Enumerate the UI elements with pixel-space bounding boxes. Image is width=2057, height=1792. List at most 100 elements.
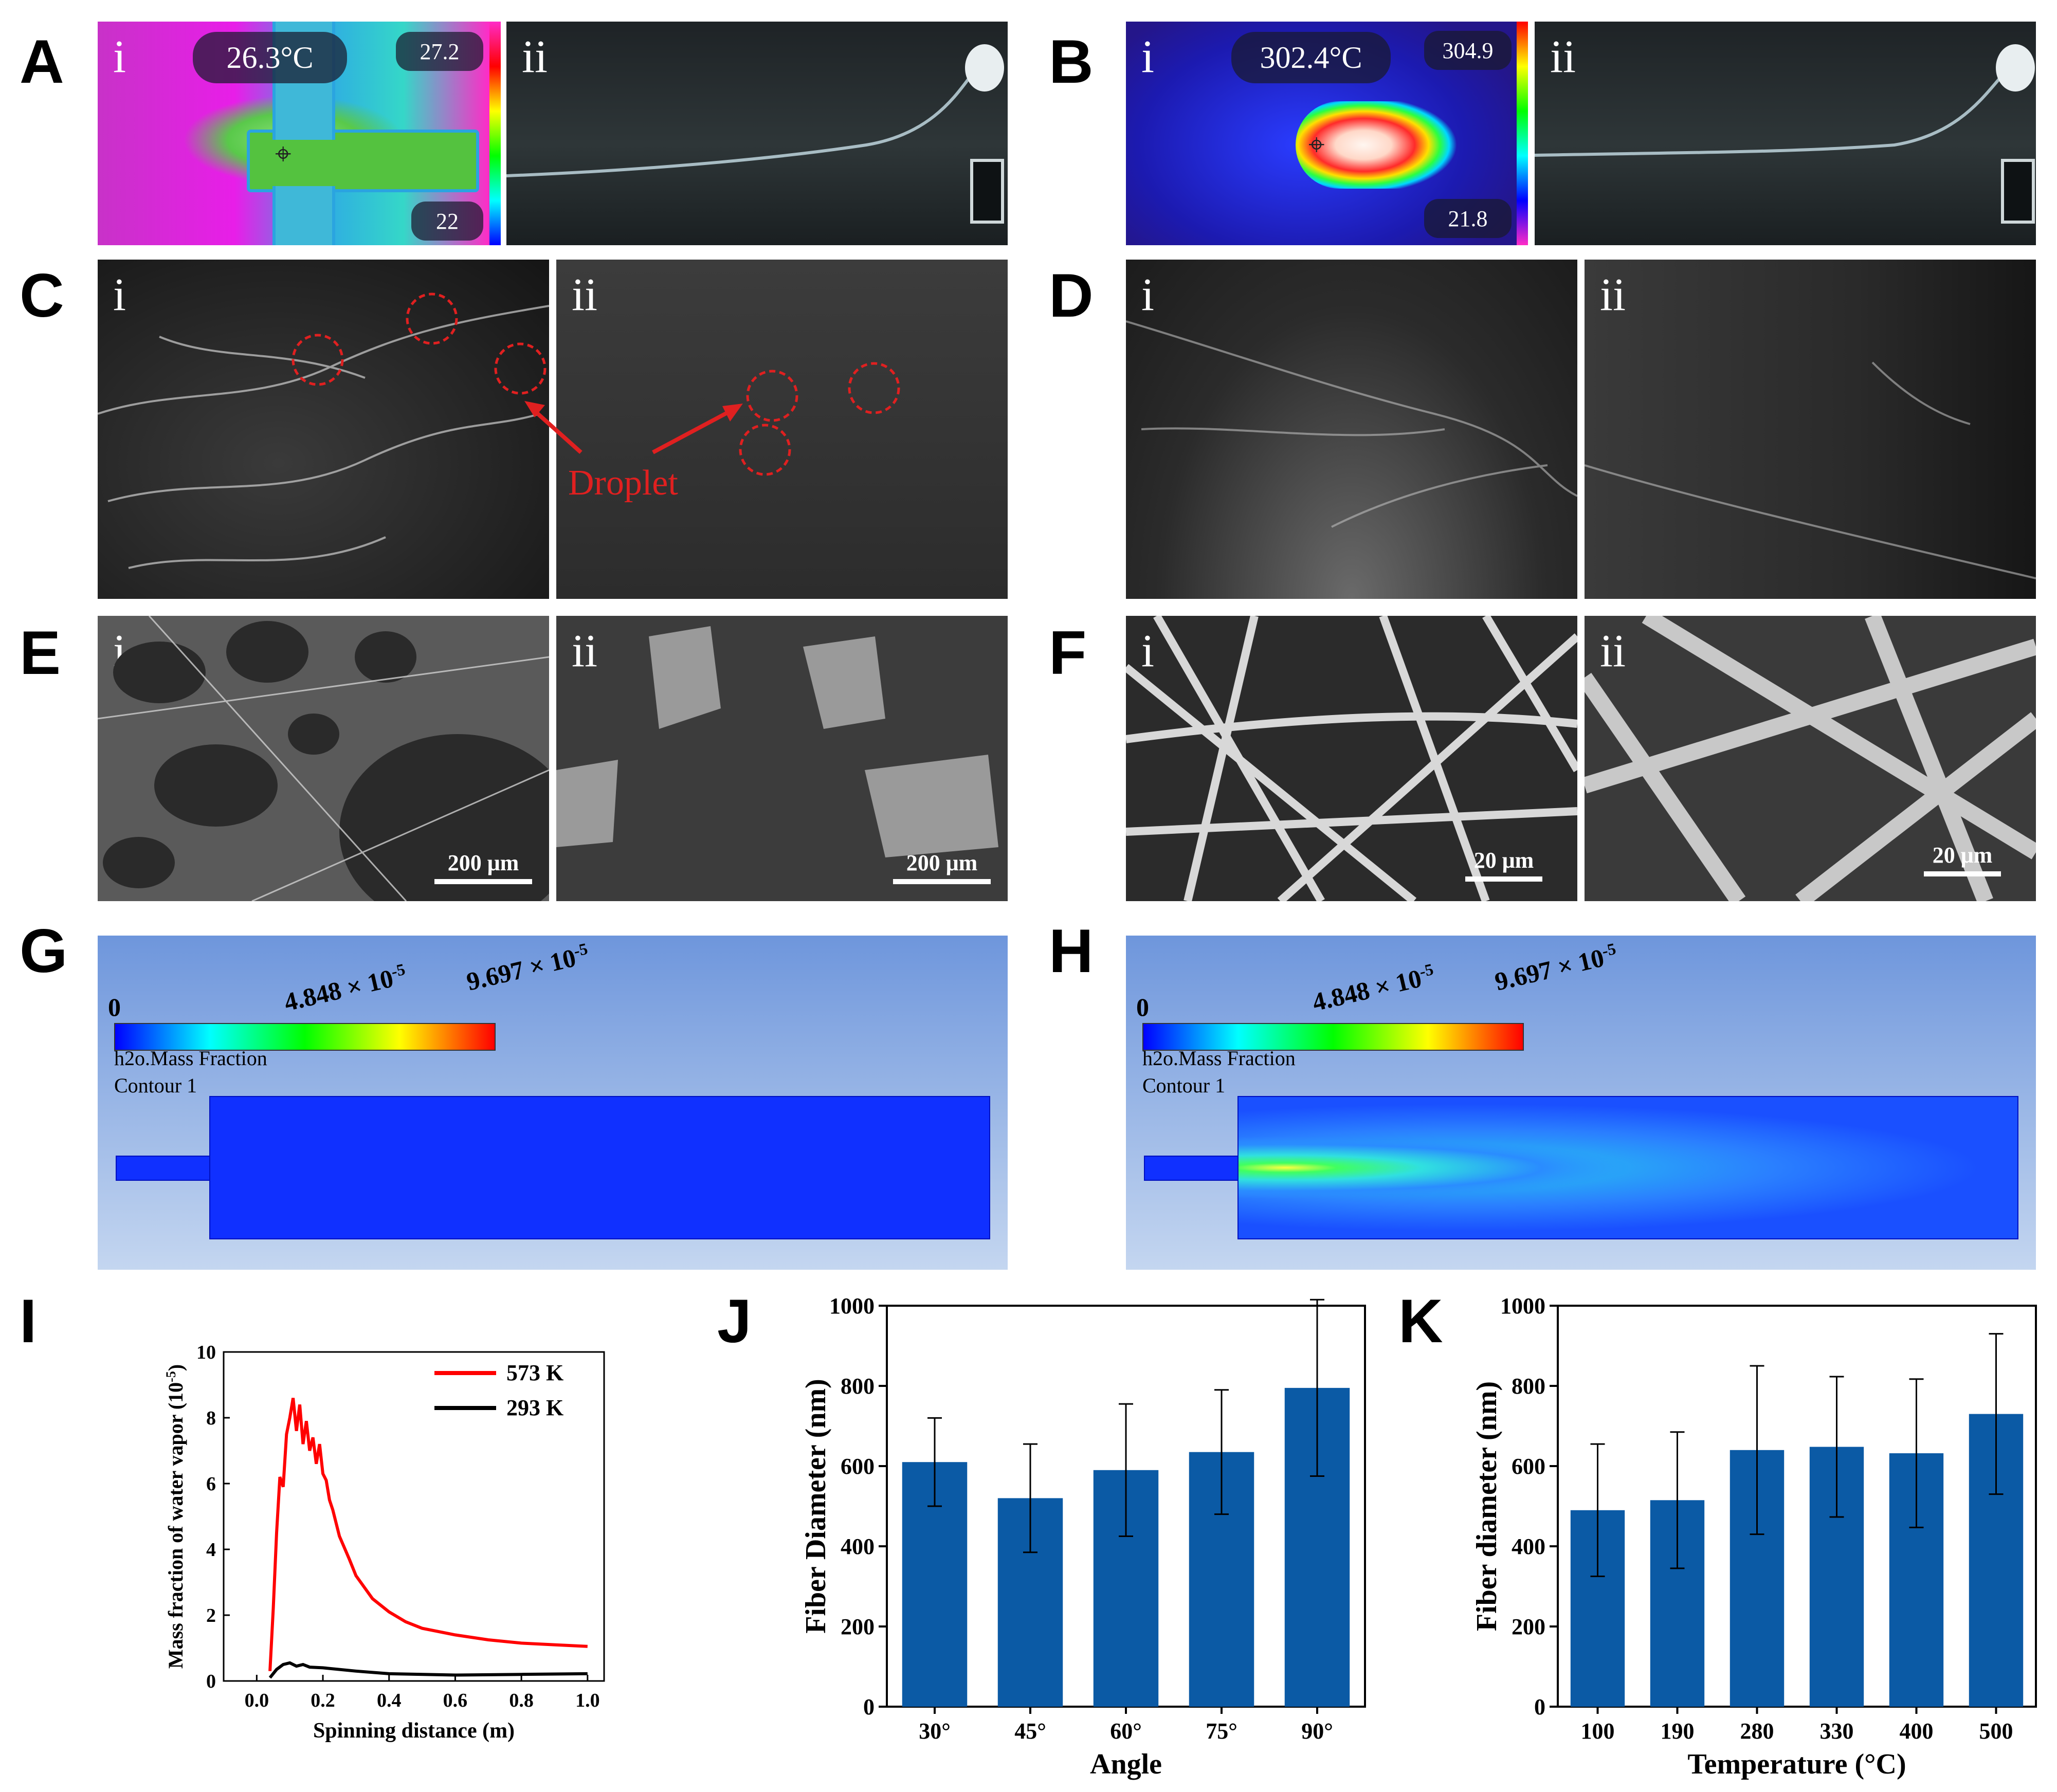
thermal-image-heated: i ⌖ 302.4°C 304.9 21.8 <box>1126 22 1517 245</box>
sem-image-e-ii: ii 200 μm <box>556 616 1008 901</box>
x-tick-label: 280 <box>1740 1718 1774 1744</box>
y-tick-label: 1000 <box>1500 1293 1545 1319</box>
sub-label-i: i <box>1141 269 1155 320</box>
x-tick-label: 45° <box>1014 1718 1046 1744</box>
contour-label: Contour 1 <box>114 1074 197 1097</box>
sub-label-i: i <box>1141 626 1155 676</box>
panel-label-b: B <box>1049 27 1094 96</box>
temp-min: 21.8 <box>1424 199 1512 238</box>
y-tick-label: 800 <box>1512 1374 1545 1399</box>
colorbar-min: 0 <box>1136 993 1149 1021</box>
x-tick-label: 100 <box>1581 1718 1615 1744</box>
spinning-chamber <box>209 1096 990 1239</box>
panel-label-a: A <box>20 27 64 96</box>
sub-label-ii: ii <box>572 269 598 320</box>
cfd-contour-g: 0 4.848 × 10-5 9.697 × 10-5 h2o.Mass Fra… <box>98 936 1008 1270</box>
sub-label-ii: ii <box>522 31 548 82</box>
sem-fiber-mesh <box>1585 616 2036 901</box>
chart-angle-bar: 0 200 400 600 800 1000 30° 45° 60° 75° 90° Angle Fib… <box>800 1293 1366 1780</box>
colorbar-mid: 4.848 × 10-5 <box>1309 959 1435 1017</box>
legend-label: 293 K <box>506 1395 563 1420</box>
panel-label-i: I <box>20 1287 37 1356</box>
x-tick-label: 330 <box>1820 1718 1854 1744</box>
scale-bar: 200 μm <box>434 850 532 884</box>
panel-label-f: F <box>1049 618 1087 687</box>
panel-label-j: J <box>717 1287 752 1356</box>
scale-bar-label: 20 μm <box>1473 848 1534 873</box>
y-tick-label: 1000 <box>829 1293 875 1319</box>
sub-label-ii: ii <box>572 626 598 676</box>
panel-label-h: H <box>1049 917 1094 985</box>
colorbar-mid: 4.848 × 10-5 <box>281 959 407 1017</box>
x-axis-label: Temperature (°C) <box>1687 1748 1906 1780</box>
plot-frame <box>223 1351 605 1682</box>
plot-frame <box>1557 1305 2037 1708</box>
x-axis-label: Angle <box>1090 1748 1162 1780</box>
thermal-colorbar-b <box>1517 22 1528 245</box>
scale-bar-label: 20 μm <box>1932 843 1993 868</box>
x-tick-label: 0.0 <box>245 1690 269 1711</box>
x-tick-label: 500 <box>1979 1718 2013 1744</box>
y-tick-label: 200 <box>1512 1614 1545 1639</box>
sub-label-ii: ii <box>1550 31 1576 82</box>
temp-readout: 26.3°C <box>193 32 347 83</box>
colorbar-variable: h2o.Mass Fraction <box>114 1047 267 1070</box>
y-tick-label: 600 <box>1512 1454 1545 1479</box>
sem-blobs <box>98 616 549 901</box>
scale-bar-label: 200 μm <box>906 850 978 875</box>
microscope-image-d-ii: ii <box>1585 260 2036 599</box>
x-tick-label: 30° <box>919 1718 951 1744</box>
spinning-chamber-vapor-plume <box>1237 1096 2018 1239</box>
droplet-marks <box>739 362 900 476</box>
temp-min: 22 <box>411 202 483 241</box>
panel-label-c: C <box>20 261 64 330</box>
y-tick-label: 4 <box>206 1539 216 1561</box>
y-tick-label: 8 <box>206 1407 216 1429</box>
fiber-jet-trace <box>1535 44 2035 224</box>
inlet-pipe <box>116 1156 215 1181</box>
microscope-image-d-i: i <box>1126 260 1577 599</box>
sub-label-ii: ii <box>1600 269 1626 320</box>
y-tick-label: 2 <box>206 1605 216 1626</box>
fiber-streaks <box>1126 320 1577 528</box>
thermal-colorbar-a <box>489 22 501 245</box>
y-tick-label: 400 <box>841 1534 875 1559</box>
mass-fraction-colorbar <box>1142 1023 1524 1051</box>
x-tick-label: 400 <box>1900 1718 1934 1744</box>
sem-image-f-ii: ii 20 μm <box>1585 616 2036 901</box>
legend-label: 573 K <box>506 1360 563 1385</box>
colorbar-max: 9.697 × 10-5 <box>1492 939 1618 996</box>
colorbar-variable: h2o.Mass Fraction <box>1142 1047 1296 1070</box>
droplet-annotation: Droplet <box>568 463 678 503</box>
microscope-image-c-i: i <box>98 260 549 599</box>
y-tick-label: 0 <box>863 1694 875 1720</box>
y-tick-label: 800 <box>841 1374 875 1399</box>
x-tick-label: 60° <box>1110 1718 1142 1744</box>
sub-label-i: i <box>1141 31 1155 82</box>
fiber-streaks <box>1585 361 2036 579</box>
scale-bar-label: 200 μm <box>447 850 519 875</box>
series-line <box>268 1661 588 1679</box>
temp-max: 304.9 <box>1424 31 1512 70</box>
y-axis-label: Mass fraction of water vapor (10-5) <box>163 1364 188 1669</box>
contour-label: Contour 1 <box>1142 1074 1226 1097</box>
panel-label-k: K <box>1398 1287 1443 1356</box>
heater-element <box>247 130 479 192</box>
x-tick-label: 90° <box>1301 1718 1333 1744</box>
mass-fraction-colorbar <box>114 1023 496 1051</box>
sem-fiber-mesh <box>1126 616 1577 901</box>
photo-jet-heated: ii <box>1535 22 2036 245</box>
y-tick-label: 600 <box>841 1454 875 1479</box>
droplet-arrows <box>524 401 743 454</box>
x-tick-label: 0.2 <box>311 1690 335 1711</box>
y-tick-label: 400 <box>1512 1534 1545 1559</box>
crosshair-icon: ⌖ <box>275 138 292 170</box>
fiber-streaks <box>98 292 549 569</box>
colorbar-min: 0 <box>108 993 121 1021</box>
y-tick-label: 0 <box>206 1671 216 1692</box>
crosshair-icon: ⌖ <box>1308 129 1325 161</box>
thermal-image-room-temp: i ⌖ 26.3°C 27.2 22 <box>98 22 489 245</box>
scale-bar: 20 μm <box>1465 847 1542 882</box>
chart-temperature-bar: 0 200 400 600 800 1000 100 190 280 330 400 500 Tempe… <box>1471 1293 2037 1780</box>
x-tick-label: 1.0 <box>575 1690 600 1711</box>
